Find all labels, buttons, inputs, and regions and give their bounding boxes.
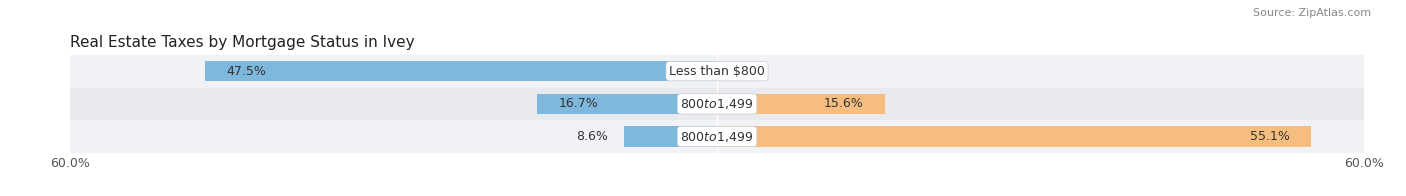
Text: $800 to $1,499: $800 to $1,499	[681, 97, 754, 111]
Bar	[717, 94, 886, 114]
Bar	[70, 55, 1364, 88]
Text: 15.6%: 15.6%	[824, 97, 863, 110]
Bar	[70, 88, 1364, 120]
Text: 16.7%: 16.7%	[558, 97, 599, 110]
Text: 0.0%: 0.0%	[734, 65, 765, 78]
Text: Less than $800: Less than $800	[669, 65, 765, 78]
Text: 55.1%: 55.1%	[1250, 130, 1289, 143]
Bar	[205, 61, 717, 81]
Text: 8.6%: 8.6%	[576, 130, 609, 143]
Bar	[624, 126, 717, 147]
Text: Source: ZipAtlas.com: Source: ZipAtlas.com	[1253, 8, 1371, 18]
Text: 47.5%: 47.5%	[226, 65, 267, 78]
Bar	[70, 120, 1364, 153]
Bar	[717, 126, 1310, 147]
Text: Real Estate Taxes by Mortgage Status in Ivey: Real Estate Taxes by Mortgage Status in …	[70, 34, 415, 50]
Text: $800 to $1,499: $800 to $1,499	[681, 130, 754, 143]
Bar	[537, 94, 717, 114]
